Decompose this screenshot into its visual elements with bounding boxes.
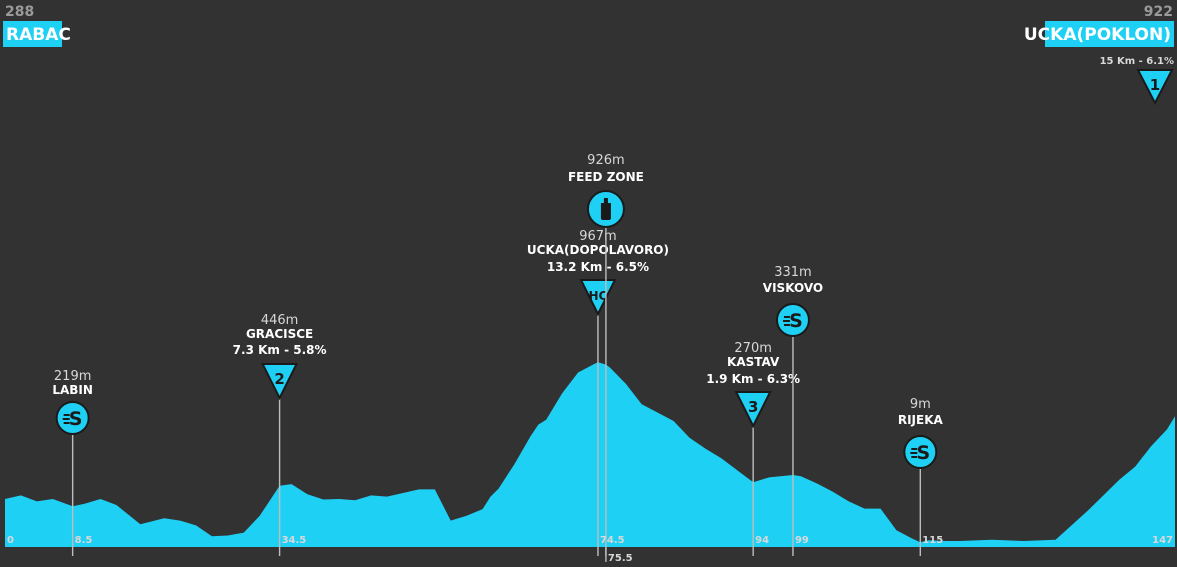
marker-altitude: 270m <box>734 341 771 356</box>
marker-name: KASTAV <box>727 355 780 369</box>
x-tick-label: 74.5 <box>600 535 625 546</box>
finish-altitude: 922 <box>1144 4 1173 20</box>
climb-category-badge <box>734 391 772 429</box>
start-altitude: 288 <box>5 4 34 20</box>
x-tick-label: 34.5 <box>282 535 307 546</box>
marker-altitude: 926m <box>587 153 624 168</box>
sprint-icon <box>55 401 90 435</box>
profile-layer <box>5 362 1175 547</box>
tick-layer: 0 8.5 34.5 74.5 75.5 94 99 115 147 <box>7 535 1173 564</box>
sprint-icon <box>903 435 938 469</box>
sprint-icon <box>775 303 810 337</box>
x-tick-label: 8.5 <box>75 535 93 546</box>
x-tick-label: 115 <box>922 535 943 546</box>
marker-name: LABIN <box>52 383 93 397</box>
x-tick-label: 147 <box>1152 535 1173 546</box>
marker-altitude: 446m <box>261 313 298 328</box>
sprint-icon-lines <box>62 414 70 424</box>
climb-category-label: HC <box>589 289 608 303</box>
marker-climb-detail: 13.2 Km - 6.5% <box>547 260 649 274</box>
sprint-icon-letter: S <box>789 310 803 332</box>
finish-info: 922 UCKA(POKLON) 15 Km - 6.1% 1 <box>1024 4 1174 106</box>
sprint-icon-lines <box>910 448 918 458</box>
start-info: 288 RABAC <box>3 4 71 47</box>
finish-climb-badge <box>1136 69 1174 106</box>
climb-category-badge <box>260 363 299 401</box>
finish-name-box <box>1045 21 1174 47</box>
finish-climb-detail: 15 Km - 6.1% <box>1100 56 1174 67</box>
marker-name: VISKOVO <box>763 281 823 295</box>
climb-category-label: 3 <box>748 398 758 416</box>
marker-name: UCKA(DOPOLAVORO) <box>527 243 669 257</box>
x-tick-label: 75.5 <box>608 553 633 564</box>
start-name-box <box>3 21 62 47</box>
marker-name: RIJEKA <box>898 413 944 427</box>
finish-name: UCKA(POKLON) <box>1024 25 1171 45</box>
marker-climb-detail: 1.9 Km - 6.3% <box>706 372 800 386</box>
profile-area <box>5 362 1175 547</box>
marker-name: FEED ZONE <box>568 170 644 184</box>
finish-climb-category: 1 <box>1150 76 1160 94</box>
marker-altitude: 9m <box>910 397 931 412</box>
sprint-icon-letter: S <box>69 408 83 430</box>
sprint-icon-letter: S <box>916 442 930 464</box>
x-tick-label: 0 <box>7 535 14 546</box>
marker-climb-detail: 7.3 Km - 5.8% <box>233 343 327 357</box>
x-tick-label: 94 <box>755 535 769 546</box>
bottle-icon <box>600 198 611 220</box>
x-tick-label: 99 <box>795 535 809 546</box>
sprint-icon-lines <box>782 316 790 326</box>
marker-name: GRACISCE <box>246 327 313 341</box>
marker-feed-zone: 926m FEED ZONE <box>568 153 644 556</box>
marker-altitude: 219m <box>54 369 91 384</box>
marker-altitude: 967m <box>579 229 616 244</box>
marker-altitude: 331m <box>774 265 811 280</box>
start-name: RABAC <box>6 25 71 45</box>
climb-category-label: 2 <box>274 370 284 388</box>
